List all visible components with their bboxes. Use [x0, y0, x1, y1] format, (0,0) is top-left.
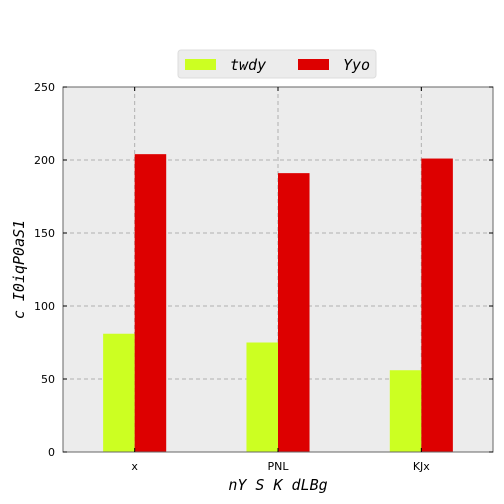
y-tick-label: 150 — [34, 227, 55, 240]
bar-twdy-x — [103, 333, 135, 452]
x-tick-label: KJx — [413, 460, 430, 473]
legend-swatch-twdy — [185, 59, 216, 70]
bar-Yyo-PNL — [278, 173, 310, 452]
x-axis-label: nY S K dLBg — [228, 476, 327, 494]
bar-twdy-PNL — [246, 342, 278, 452]
y-tick-label: 0 — [48, 446, 55, 459]
y-axis-label: c I0iqP0aS1 — [10, 220, 28, 319]
legend-label-Yyo: Yyo — [343, 56, 370, 74]
y-tick-label: 100 — [34, 300, 55, 313]
axis-ticks: 0 50 100 150 200 250 x PNL KJx — [34, 81, 493, 473]
x-tick-label: x — [131, 460, 138, 473]
legend-box — [177, 49, 377, 79]
bar-Yyo-KJx — [421, 158, 453, 453]
y-tick-label: 250 — [34, 81, 55, 94]
x-tick-label: PNL — [268, 460, 290, 473]
legend: twdy Yyo — [177, 49, 377, 79]
bar-Yyo-x — [134, 154, 167, 452]
y-tick-label: 50 — [41, 373, 55, 386]
bar-twdy-KJx — [389, 370, 422, 452]
bars — [103, 154, 453, 453]
y-tick-label: 200 — [34, 154, 55, 167]
legend-swatch-Yyo — [298, 59, 329, 70]
legend-label-twdy: twdy — [230, 56, 266, 74]
